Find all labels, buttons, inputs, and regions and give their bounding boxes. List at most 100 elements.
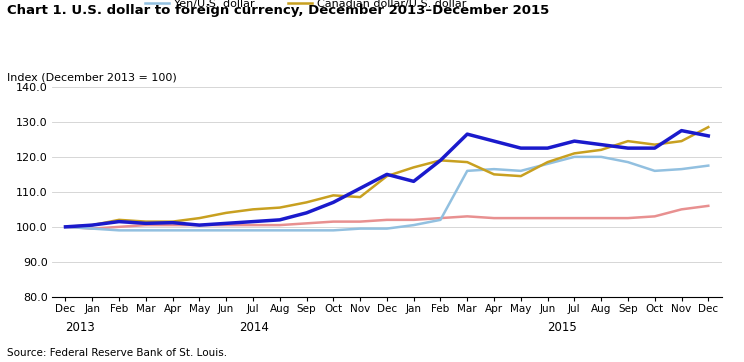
Yen/U.S. dollar [623, 160, 632, 164]
Euro/U.S. dollar [61, 225, 70, 229]
Line: Euro/U.S. dollar: Euro/U.S. dollar [65, 131, 708, 227]
Euro/U.S. dollar [677, 129, 686, 133]
Yuan/U.S. dollar [248, 223, 257, 227]
Yuan/U.S. dollar [516, 216, 525, 220]
Yuan/U.S. dollar [436, 216, 445, 220]
Yen/U.S. dollar [168, 228, 177, 232]
Yuan/U.S. dollar [115, 225, 124, 229]
Canadian dollar/U.S. dollar [623, 139, 632, 143]
Euro/U.S. dollar [597, 143, 606, 147]
Yen/U.S. dollar [650, 169, 659, 173]
Yuan/U.S. dollar [382, 218, 391, 222]
Yen/U.S. dollar [115, 228, 124, 232]
Euro/U.S. dollar [623, 146, 632, 150]
Yuan/U.S. dollar [222, 223, 231, 227]
Canadian dollar/U.S. dollar [329, 193, 338, 198]
Euro/U.S. dollar [436, 158, 445, 163]
Yen/U.S. dollar [490, 167, 498, 171]
Canadian dollar/U.S. dollar [490, 172, 498, 177]
Yuan/U.S. dollar [650, 214, 659, 219]
Yuan/U.S. dollar [88, 227, 97, 231]
Text: Index (December 2013 = 100): Index (December 2013 = 100) [7, 72, 177, 83]
Yuan/U.S. dollar [356, 219, 365, 224]
Yen/U.S. dollar [356, 227, 365, 231]
Yuan/U.S. dollar [61, 225, 70, 229]
Canadian dollar/U.S. dollar [704, 125, 713, 129]
Euro/U.S. dollar [302, 211, 311, 215]
Yen/U.S. dollar [248, 228, 257, 232]
Yen/U.S. dollar [61, 225, 70, 229]
Yen/U.S. dollar [570, 155, 579, 159]
Canadian dollar/U.S. dollar [516, 174, 525, 178]
Yen/U.S. dollar [329, 228, 338, 232]
Yuan/U.S. dollar [275, 223, 284, 227]
Canadian dollar/U.S. dollar [248, 207, 257, 211]
Euro/U.S. dollar [195, 223, 204, 227]
Yuan/U.S. dollar [704, 204, 713, 208]
Yuan/U.S. dollar [597, 216, 606, 220]
Yen/U.S. dollar [597, 155, 606, 159]
Canadian dollar/U.S. dollar [677, 139, 686, 143]
Canadian dollar/U.S. dollar [195, 216, 204, 220]
Yuan/U.S. dollar [543, 216, 552, 220]
Euro/U.S. dollar [329, 200, 338, 205]
Yen/U.S. dollar [409, 223, 418, 227]
Text: 2014: 2014 [240, 321, 269, 334]
Yuan/U.S. dollar [302, 221, 311, 226]
Canadian dollar/U.S. dollar [597, 148, 606, 152]
Yen/U.S. dollar [195, 228, 204, 232]
Text: Chart 1. U.S. dollar to foreign currency, December 2013–December 2015: Chart 1. U.S. dollar to foreign currency… [7, 4, 550, 17]
Euro/U.S. dollar [275, 218, 284, 222]
Euro/U.S. dollar [88, 223, 97, 227]
Yuan/U.S. dollar [168, 223, 177, 227]
Yen/U.S. dollar [543, 162, 552, 166]
Euro/U.S. dollar [382, 172, 391, 177]
Yuan/U.S. dollar [141, 223, 150, 227]
Euro/U.S. dollar [248, 219, 257, 224]
Canadian dollar/U.S. dollar [88, 223, 97, 227]
Yuan/U.S. dollar [195, 223, 204, 227]
Euro/U.S. dollar [222, 221, 231, 226]
Euro/U.S. dollar [115, 219, 124, 224]
Canadian dollar/U.S. dollar [61, 225, 70, 229]
Text: Source: Federal Reserve Bank of St. Louis.: Source: Federal Reserve Bank of St. Loui… [7, 348, 228, 358]
Euro/U.S. dollar [516, 146, 525, 150]
Canadian dollar/U.S. dollar [570, 151, 579, 156]
Canadian dollar/U.S. dollar [141, 219, 150, 224]
Canadian dollar/U.S. dollar [115, 218, 124, 222]
Yen/U.S. dollar [275, 228, 284, 232]
Canadian dollar/U.S. dollar [382, 174, 391, 178]
Canadian dollar/U.S. dollar [409, 165, 418, 169]
Yen/U.S. dollar [382, 227, 391, 231]
Euro/U.S. dollar [704, 134, 713, 138]
Text: 2015: 2015 [548, 321, 577, 334]
Yuan/U.S. dollar [677, 207, 686, 211]
Canadian dollar/U.S. dollar [302, 200, 311, 205]
Yen/U.S. dollar [436, 218, 445, 222]
Legend: Euro/U.S. dollar, Yen/U.S. dollar, Yuan/U.S. dollar, Canadian dollar/U.S. dollar: Euro/U.S. dollar, Yen/U.S. dollar, Yuan/… [144, 0, 466, 9]
Euro/U.S. dollar [650, 146, 659, 150]
Euro/U.S. dollar [570, 139, 579, 143]
Yen/U.S. dollar [302, 228, 311, 232]
Line: Yuan/U.S. dollar: Yuan/U.S. dollar [65, 206, 708, 229]
Canadian dollar/U.S. dollar [356, 195, 365, 199]
Yuan/U.S. dollar [463, 214, 472, 219]
Yuan/U.S. dollar [570, 216, 579, 220]
Yen/U.S. dollar [222, 228, 231, 232]
Canadian dollar/U.S. dollar [168, 219, 177, 224]
Canadian dollar/U.S. dollar [436, 158, 445, 163]
Euro/U.S. dollar [356, 186, 365, 190]
Yuan/U.S. dollar [409, 218, 418, 222]
Yuan/U.S. dollar [490, 216, 498, 220]
Euro/U.S. dollar [543, 146, 552, 150]
Line: Canadian dollar/U.S. dollar: Canadian dollar/U.S. dollar [65, 127, 708, 227]
Yen/U.S. dollar [516, 169, 525, 173]
Canadian dollar/U.S. dollar [650, 143, 659, 147]
Canadian dollar/U.S. dollar [222, 211, 231, 215]
Canadian dollar/U.S. dollar [463, 160, 472, 164]
Euro/U.S. dollar [463, 132, 472, 136]
Canadian dollar/U.S. dollar [275, 206, 284, 210]
Canadian dollar/U.S. dollar [543, 160, 552, 164]
Line: Yen/U.S. dollar: Yen/U.S. dollar [65, 157, 708, 230]
Yen/U.S. dollar [677, 167, 686, 171]
